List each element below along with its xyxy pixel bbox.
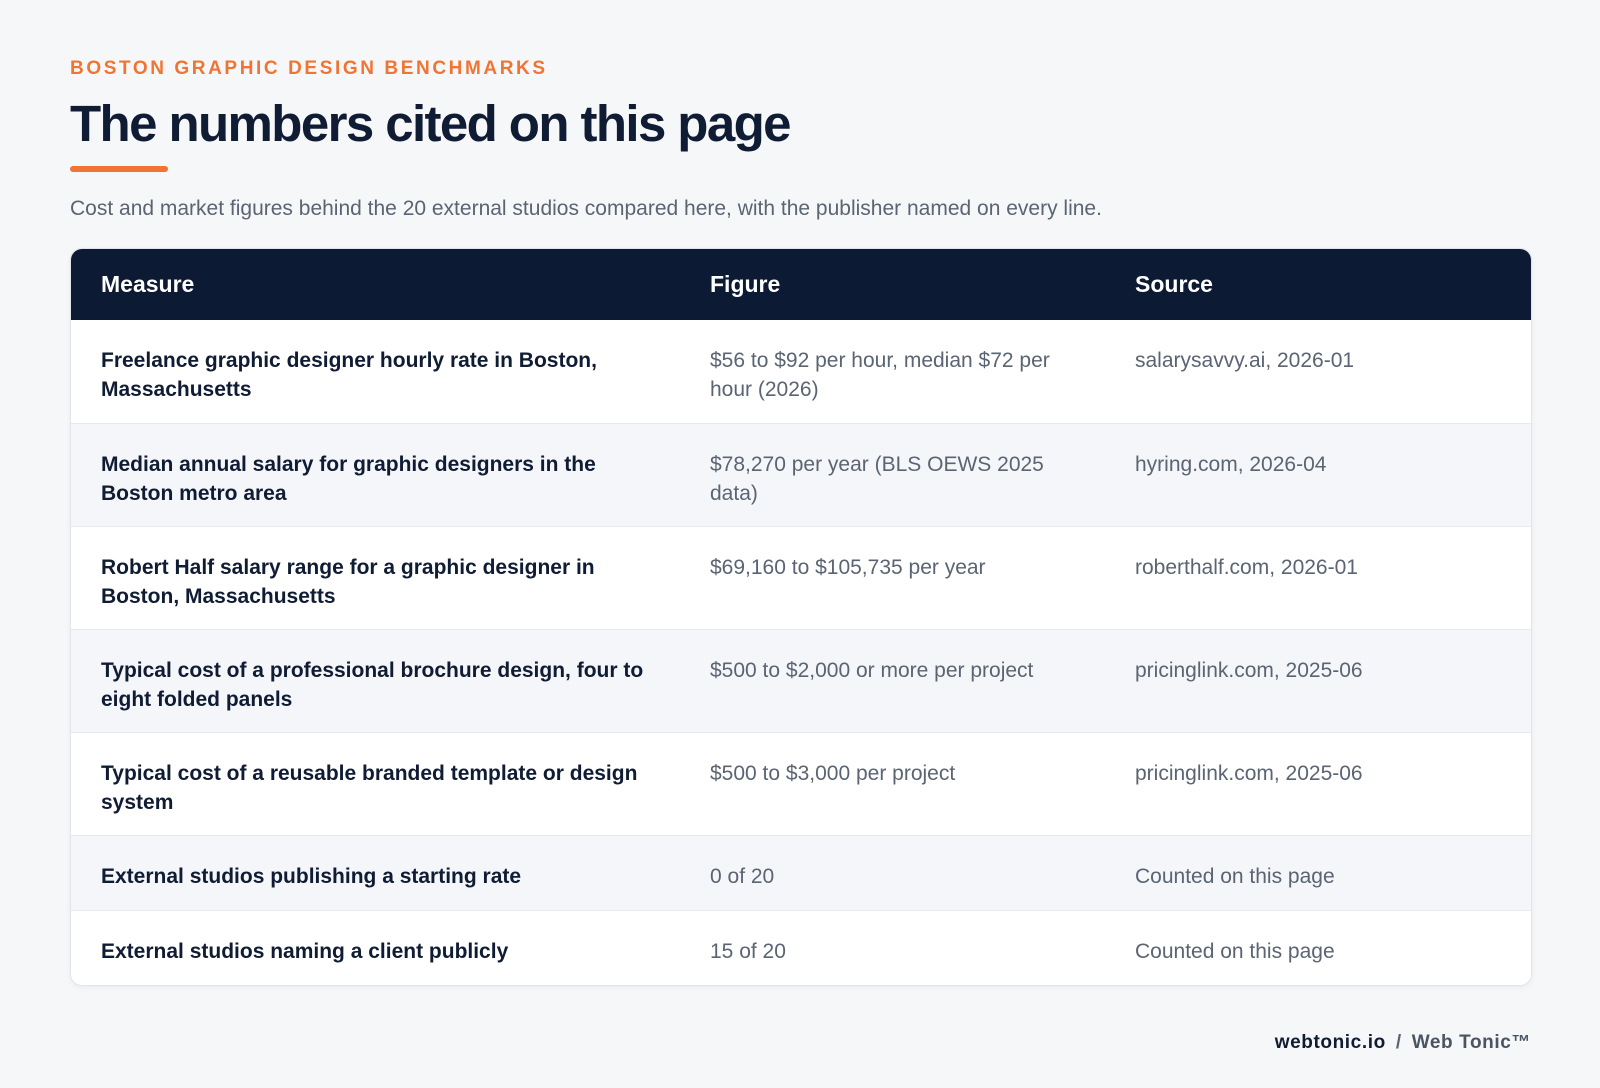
- measure-cell: Typical cost of a reusable branded templ…: [71, 731, 680, 835]
- footer-brand-name: Web Tonic™: [1411, 1032, 1531, 1053]
- source-cell: pricinglink.com, 2025-06: [1105, 628, 1531, 732]
- figure-cell: $78,270 per year (BLS OEWS 2025 data): [680, 422, 1105, 526]
- measure-cell: External studios naming a client publicl…: [71, 909, 680, 985]
- page-subtitle: Cost and market figures behind the 20 ex…: [70, 197, 1102, 220]
- figure-cell: $69,160 to $105,735 per year: [680, 525, 1105, 629]
- column-header-source: Source: [1105, 249, 1531, 320]
- source-cell: roberthalf.com, 2026-01: [1105, 525, 1531, 629]
- figure-cell: 0 of 20: [680, 834, 1105, 910]
- source-cell: Counted on this page: [1105, 909, 1531, 985]
- page-title: The numbers cited on this page: [70, 95, 792, 152]
- column-header-figure: Figure: [680, 249, 1105, 320]
- figure-cell: $500 to $2,000 or more per project: [680, 628, 1105, 732]
- source-cell: Counted on this page: [1105, 834, 1531, 910]
- title-accent-rule: [70, 166, 168, 172]
- table-row: Median annual salary for graphic designe…: [71, 422, 1531, 526]
- footer-credit: webtonic.io / Web Tonic™: [1275, 1032, 1531, 1054]
- footer-separator: /: [1395, 1032, 1402, 1053]
- table-row: External studios naming a client publicl…: [71, 909, 1531, 985]
- column-header-measure: Measure: [71, 249, 680, 320]
- table-header-row: Measure Figure Source: [71, 249, 1531, 320]
- source-cell: pricinglink.com, 2025-06: [1105, 731, 1531, 835]
- source-cell: salarysavvy.ai, 2026-01: [1105, 320, 1531, 423]
- footer-domain-link[interactable]: webtonic.io: [1274, 1032, 1386, 1053]
- measure-cell: Median annual salary for graphic designe…: [71, 422, 680, 526]
- table-row: Typical cost of a professional brochure …: [71, 628, 1531, 732]
- table-row: Robert Half salary range for a graphic d…: [71, 525, 1531, 629]
- benchmarks-table-card: Measure Figure Source Freelance graphic …: [70, 248, 1532, 986]
- table-row: External studios publishing a starting r…: [71, 834, 1531, 910]
- measure-cell: Freelance graphic designer hourly rate i…: [71, 320, 680, 423]
- table-row: Typical cost of a reusable branded templ…: [71, 731, 1531, 835]
- figure-cell: $500 to $3,000 per project: [680, 731, 1105, 835]
- figure-cell: $56 to $92 per hour, median $72 per hour…: [680, 320, 1105, 423]
- table-row: Freelance graphic designer hourly rate i…: [71, 320, 1531, 423]
- figure-cell: 15 of 20: [680, 909, 1105, 985]
- benchmarks-table: Measure Figure Source Freelance graphic …: [71, 249, 1531, 985]
- measure-cell: External studios publishing a starting r…: [71, 834, 680, 910]
- source-cell: hyring.com, 2026-04: [1105, 422, 1531, 526]
- measure-cell: Typical cost of a professional brochure …: [71, 628, 680, 732]
- eyebrow-label: BOSTON GRAPHIC DESIGN BENCHMARKS: [70, 58, 548, 79]
- measure-cell: Robert Half salary range for a graphic d…: [71, 525, 680, 629]
